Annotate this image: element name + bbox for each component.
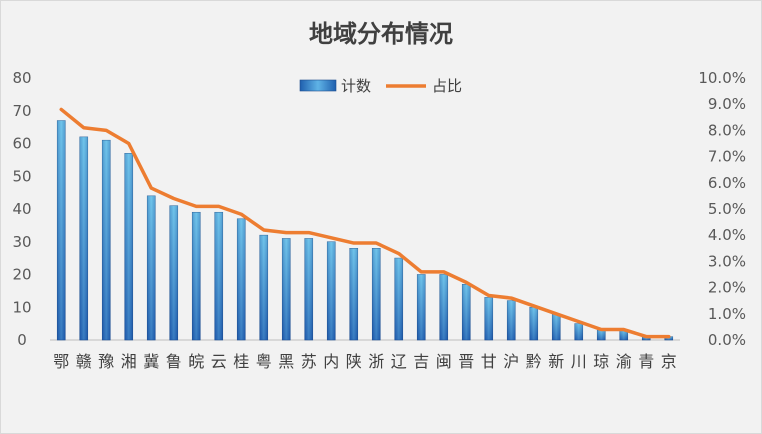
legend-label-count: 计数: [341, 77, 371, 95]
y-tick-label: 30: [12, 233, 31, 251]
x-tick-label: 黑: [278, 352, 294, 371]
y2-tick-label: 1.0%: [708, 305, 746, 323]
bar-shade: [439, 274, 448, 340]
bar-shade: [237, 218, 246, 340]
y-tick-label: 20: [12, 266, 31, 284]
y2-tick-label: 2.0%: [708, 279, 746, 297]
x-tick-label: 辽: [391, 352, 407, 371]
bar-shade: [192, 212, 201, 340]
y2-tick-label: 8.0%: [708, 121, 746, 139]
y-axis: 0 10 20 30 40 50 60 70 80: [12, 69, 31, 349]
bar-shade: [484, 297, 493, 340]
bar-shade: [259, 235, 268, 340]
x-tick-label: 皖: [188, 352, 204, 371]
x-tick-label: 鲁: [166, 352, 182, 371]
y-tick-label: 40: [12, 200, 31, 218]
x-tick-label: 浙: [368, 352, 384, 371]
y2-tick-label: 0.0%: [708, 331, 746, 349]
y2-tick-label: 10.0%: [698, 69, 746, 87]
x-tick-label: 新: [548, 352, 564, 371]
y2-tick-label: 5.0%: [708, 200, 746, 218]
chart-title: 地域分布情况: [309, 20, 453, 48]
y-tick-label: 50: [12, 167, 31, 185]
x-tick-label: 闽: [436, 352, 452, 371]
bar-shade: [147, 195, 156, 340]
bar-shade: [462, 284, 471, 340]
x-tick-label: 甘: [481, 352, 497, 371]
x-tick-label: 内: [323, 352, 339, 371]
x-tick-label: 桂: [233, 352, 249, 371]
bar-shade: [79, 136, 88, 340]
legend-label-ratio: 占比: [432, 77, 462, 95]
x-tick-label: 川: [571, 352, 587, 371]
y-tick-label: 60: [12, 135, 31, 153]
x-tick-label: 鄂: [53, 352, 69, 371]
x-tick-label: 赣: [76, 352, 92, 371]
bar-shade: [619, 330, 628, 340]
bar-shade: [169, 205, 178, 340]
bar-shade: [597, 330, 606, 340]
bar-shade: [282, 238, 291, 340]
ratio-line: [59, 107, 671, 339]
legend-swatch-count: [299, 79, 337, 92]
x-tick-label: 吉: [413, 352, 429, 371]
x-axis-categories: 鄂赣豫湘冀鲁皖云桂粤黑苏内陕浙辽吉闽晋甘沪黔新川琼渝青京: [53, 352, 677, 371]
x-tick-label: 沪: [503, 352, 519, 371]
bar-shade: [372, 248, 381, 340]
x-tick-label: 豫: [98, 352, 114, 371]
y2-tick-label: 9.0%: [708, 95, 746, 113]
x-tick-label: 苏: [301, 352, 317, 371]
x-tick-label: 琼: [593, 352, 609, 371]
y-tick-label: 80: [12, 69, 31, 87]
x-tick-label: 云: [211, 352, 227, 371]
series-line-ratio: [59, 107, 671, 339]
y-tick-label: 70: [12, 102, 31, 120]
bar-shade: [124, 153, 133, 340]
bar-shade: [417, 274, 426, 340]
y2-axis: 0.0% 1.0% 2.0% 3.0% 4.0% 5.0% 6.0% 7.0% 8.0% 9.0%…: [698, 69, 746, 349]
y2-tick-label: 3.0%: [708, 252, 746, 270]
bar-shade: [529, 307, 538, 340]
x-tick-label: 青: [638, 352, 654, 371]
bar-shade: [552, 313, 561, 340]
x-tick-label: 晋: [458, 352, 474, 371]
bar-shade: [507, 300, 516, 340]
bar-shade: [102, 140, 111, 340]
x-tick-label: 京: [661, 352, 677, 371]
x-tick-label: 渝: [616, 352, 632, 371]
legend: 计数 占比: [299, 77, 462, 95]
x-tick-label: 湘: [121, 352, 137, 371]
x-tick-label: 黔: [526, 352, 542, 371]
x-tick-label: 冀: [143, 352, 159, 371]
bar-shade: [394, 258, 403, 340]
bar-shade: [304, 238, 313, 340]
bar-shade: [57, 120, 66, 340]
bar-shade: [642, 336, 651, 340]
y2-tick-label: 6.0%: [708, 174, 746, 192]
bar-shade: [349, 248, 358, 340]
bar-shade: [574, 323, 583, 340]
y-tick-label: 0: [17, 331, 27, 349]
x-tick-label: 粤: [256, 352, 272, 371]
y-tick-label: 10: [12, 298, 31, 316]
y2-tick-label: 4.0%: [708, 226, 746, 244]
y2-tick-label: 7.0%: [708, 148, 746, 166]
bar-shade: [214, 212, 223, 340]
bar-shade: [327, 241, 336, 340]
bar-shade: [664, 336, 673, 340]
x-tick-label: 陕: [346, 352, 362, 371]
bars: [56, 120, 674, 341]
